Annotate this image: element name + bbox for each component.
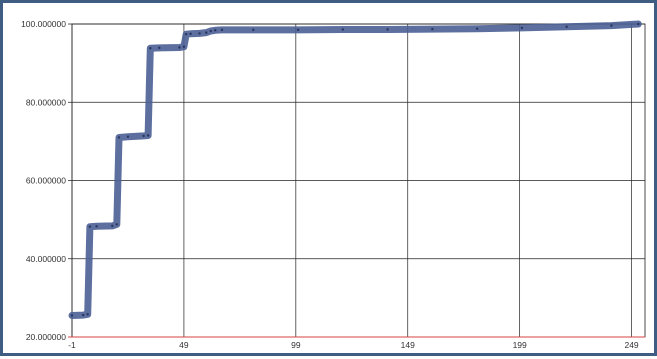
data-point: [520, 26, 524, 30]
data-point: [111, 224, 114, 228]
y-tick-label: 40.000000: [26, 254, 66, 264]
series-area: [68, 20, 642, 319]
data-point: [252, 28, 255, 32]
data-point: [610, 24, 613, 27]
line-chart: -1 49 99 149 199 249 20.000000 40.000000 60.0000…: [21, 19, 646, 350]
data-point: [209, 29, 212, 33]
data-point: [565, 25, 568, 28]
data-point: [431, 27, 434, 31]
data-point: [189, 32, 192, 35]
tick-labels: -1 49 99 149 199 249 20.000000 40.000000 60.0000…: [21, 19, 639, 350]
data-point: [198, 32, 201, 35]
x-tick-label: 249: [624, 340, 638, 350]
data-point: [341, 28, 345, 31]
x-tick-label: 199: [513, 340, 527, 350]
x-tick-label: 149: [401, 340, 415, 350]
y-tick-label: 80.000000: [26, 97, 66, 107]
x-tick-label: 49: [179, 340, 189, 350]
data-point: [220, 28, 224, 32]
data-point: [637, 22, 640, 26]
data-point: [95, 225, 98, 228]
x-tick-label: 99: [291, 340, 301, 350]
data-point: [214, 29, 217, 32]
data-point: [182, 45, 186, 48]
data-point: [184, 32, 188, 36]
data-point: [126, 135, 130, 138]
data-point: [149, 47, 152, 50]
y-tick-label: 100.000000: [21, 19, 66, 29]
data-point: [296, 28, 300, 32]
data-point: [142, 134, 145, 138]
series-line: [68, 20, 642, 319]
y-tick-label: 20.000000: [26, 332, 66, 342]
data-point: [115, 223, 118, 226]
y-tick-label: 60.000000: [26, 176, 66, 186]
data-point: [386, 28, 389, 31]
data-point: [117, 136, 121, 139]
data-point: [205, 31, 208, 34]
data-point: [88, 225, 92, 228]
data-point: [178, 46, 181, 49]
data-point: [70, 314, 74, 317]
data-point: [86, 313, 89, 316]
x-tick-label: -1: [68, 340, 76, 350]
grid-lines: [68, 23, 646, 338]
data-point: [475, 27, 479, 30]
data-point: [146, 134, 150, 137]
data-point: [81, 313, 85, 317]
data-point: [158, 46, 161, 50]
